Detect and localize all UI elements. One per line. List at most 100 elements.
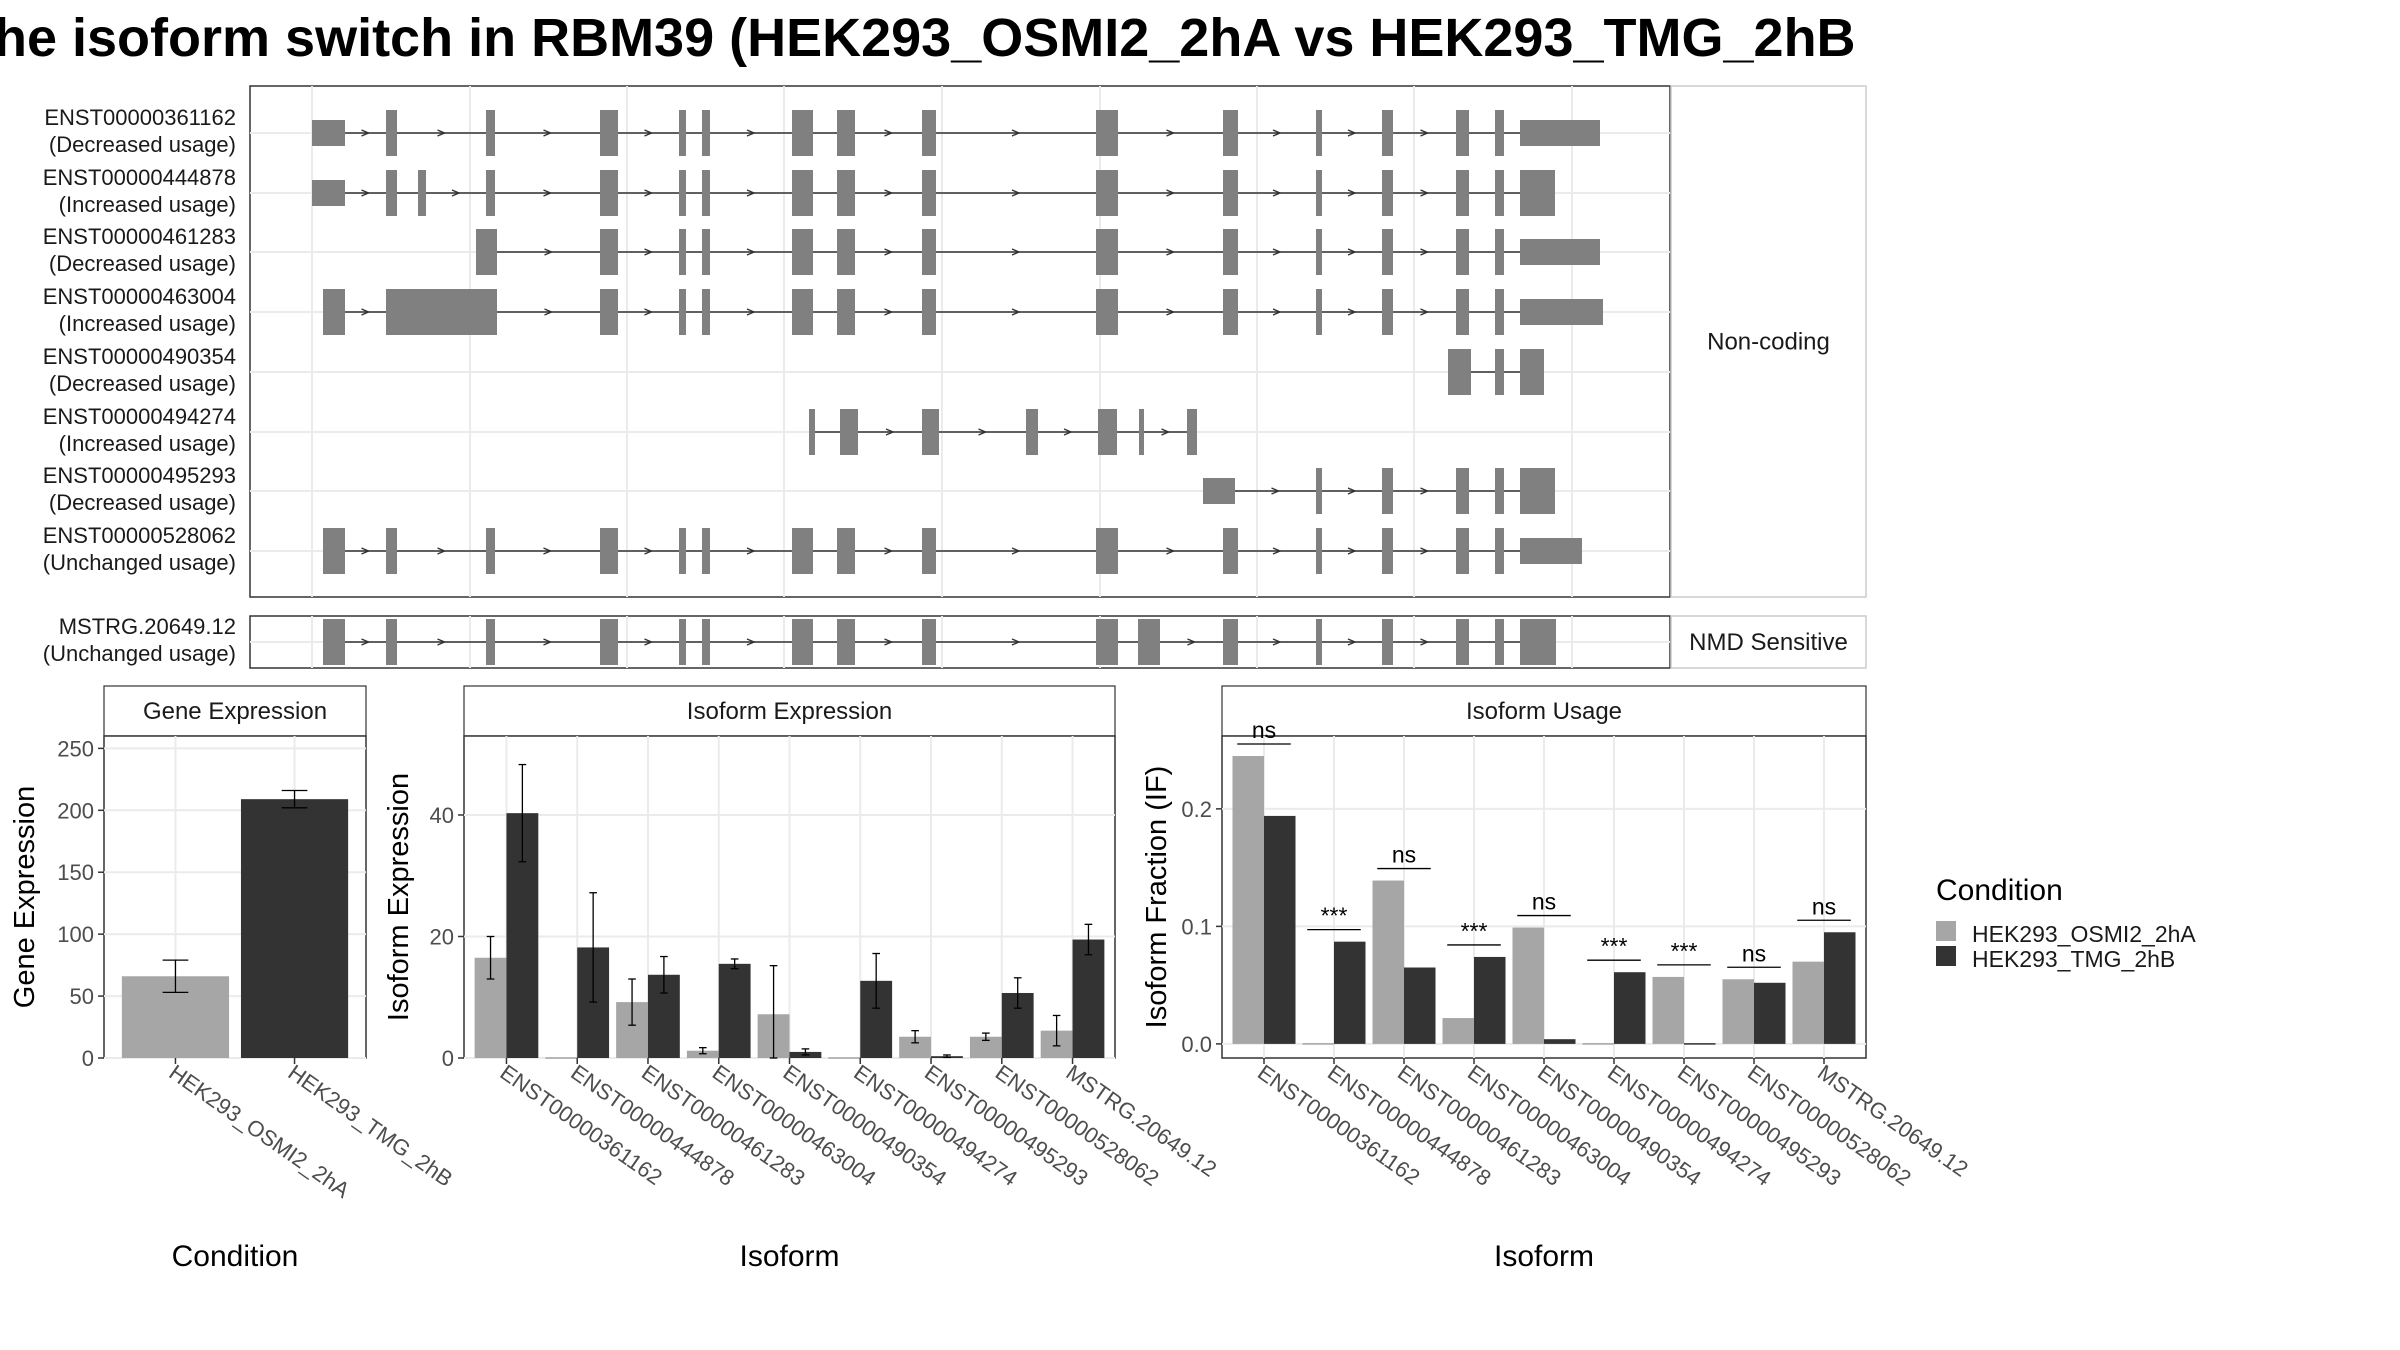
- bar: [545, 1057, 578, 1059]
- exon: [922, 289, 936, 335]
- intron-arrow: [1347, 547, 1357, 555]
- exon: [1520, 170, 1555, 216]
- exon: [486, 619, 495, 665]
- intron-arrow: [1420, 308, 1430, 316]
- exon: [702, 528, 710, 574]
- exon: [1520, 120, 1600, 146]
- exon: [1382, 110, 1393, 156]
- y-tick-label: 0.1: [1181, 914, 1212, 939]
- y-axis-title: Gene Expression: [9, 786, 41, 1008]
- intron-arrow: [746, 638, 756, 646]
- x-axis-title: Isoform: [1494, 1240, 1594, 1273]
- intron-arrow: [884, 248, 894, 256]
- intron-arrow: [644, 248, 654, 256]
- intron-arrow: [1011, 638, 1021, 646]
- intron-arrow: [1420, 547, 1430, 555]
- intron-arrow: [544, 308, 554, 316]
- exon: [702, 229, 710, 275]
- intron-arrow: [543, 638, 553, 646]
- significance-label: ***: [1321, 903, 1348, 929]
- bar-chart-3: Isoform Usage ns *** ns *** ns *** *** ns ns 0.0 0.…: [1141, 685, 1973, 1273]
- transcript-usage-label: (Decreased usage): [49, 490, 236, 515]
- exon: [1223, 229, 1238, 275]
- intron-arrow: [644, 638, 654, 646]
- exon: [600, 229, 618, 275]
- bar: [1442, 1018, 1474, 1044]
- exon: [600, 170, 618, 216]
- intron-arrow: [437, 129, 447, 137]
- intron-arrow: [746, 248, 756, 256]
- exon: [1096, 110, 1118, 156]
- intron-arrow: [1420, 248, 1430, 256]
- transcript-track-ENST00000461283: [476, 229, 1600, 275]
- intron-arrow: [1272, 547, 1282, 555]
- intron-arrow: [1347, 308, 1357, 316]
- transcript-track-ENST00000444878: [312, 170, 1555, 216]
- intron-arrow: [437, 547, 447, 555]
- y-tick-label: 50: [70, 984, 94, 1009]
- exon: [1096, 229, 1118, 275]
- intron-arrow: [1187, 638, 1197, 646]
- transcript-track-ENST00000361162: [312, 110, 1600, 156]
- intron-arrow: [1347, 638, 1357, 646]
- exon: [386, 619, 397, 665]
- bar-chart-2: Isoform Expression02040ENST00000361162EN…: [383, 685, 1221, 1273]
- intron-arrow: [1271, 487, 1281, 495]
- chart-strip-title: Isoform Expression: [687, 698, 892, 725]
- exon: [1223, 289, 1238, 335]
- exon: [1316, 619, 1322, 665]
- exon: [809, 409, 815, 455]
- intron-arrow: [644, 308, 654, 316]
- exon: [600, 619, 618, 665]
- exon: [1382, 170, 1393, 216]
- exon: [792, 170, 813, 216]
- y-tick-label: 0.2: [1181, 797, 1212, 822]
- exon: [486, 528, 495, 574]
- exon: [1026, 409, 1038, 455]
- exon: [702, 619, 710, 665]
- intron-arrow: [1166, 547, 1176, 555]
- transcript-id-label: ENST00000361162: [44, 105, 236, 130]
- intron-arrow: [451, 189, 461, 197]
- significance-label: ns: [1532, 889, 1556, 915]
- exon: [1456, 110, 1469, 156]
- transcript-track-ENST00000463004: [323, 289, 1603, 335]
- exon: [1316, 289, 1322, 335]
- y-tick-label: 0: [442, 1046, 454, 1071]
- bar: [1512, 927, 1544, 1044]
- exon: [312, 180, 345, 206]
- exon: [1448, 349, 1471, 395]
- transcript-usage-label: (Increased usage): [59, 311, 236, 336]
- exon: [792, 289, 813, 335]
- exon: [1495, 349, 1504, 395]
- intron-arrow: [644, 547, 654, 555]
- exon: [1495, 229, 1504, 275]
- exon: [1316, 468, 1322, 514]
- exon: [837, 289, 855, 335]
- exon: [792, 110, 813, 156]
- exon: [1203, 478, 1235, 504]
- exon: [792, 229, 813, 275]
- intron-arrow: [884, 638, 894, 646]
- transcript-id-label: ENST00000490354: [43, 344, 236, 369]
- exon: [922, 229, 936, 275]
- intron-arrow: [1166, 308, 1176, 316]
- y-tick-label: 0: [82, 1046, 94, 1071]
- exon: [600, 110, 618, 156]
- transcript-usage-label: (Unchanged usage): [43, 641, 236, 666]
- intron-arrow: [884, 308, 894, 316]
- intron-arrow: [1011, 129, 1021, 137]
- exon: [1456, 619, 1469, 665]
- exon: [702, 110, 710, 156]
- x-axis-title: Condition: [172, 1240, 299, 1273]
- intron-arrow: [1272, 189, 1282, 197]
- intron-arrow: [884, 129, 894, 137]
- chart-strip: [463, 685, 1116, 737]
- exon: [1495, 289, 1504, 335]
- isoform-panel-nmd-sensitive: MSTRG.20649.12(Unchanged usage) NMD Sensi…: [43, 614, 1867, 669]
- intron-arrow: [361, 129, 371, 137]
- transcript-usage-label: (Decreased usage): [49, 251, 236, 276]
- intron-arrow: [1272, 129, 1282, 137]
- intron-arrow: [1420, 487, 1430, 495]
- transcript-id-label: MSTRG.20649.12: [59, 614, 236, 639]
